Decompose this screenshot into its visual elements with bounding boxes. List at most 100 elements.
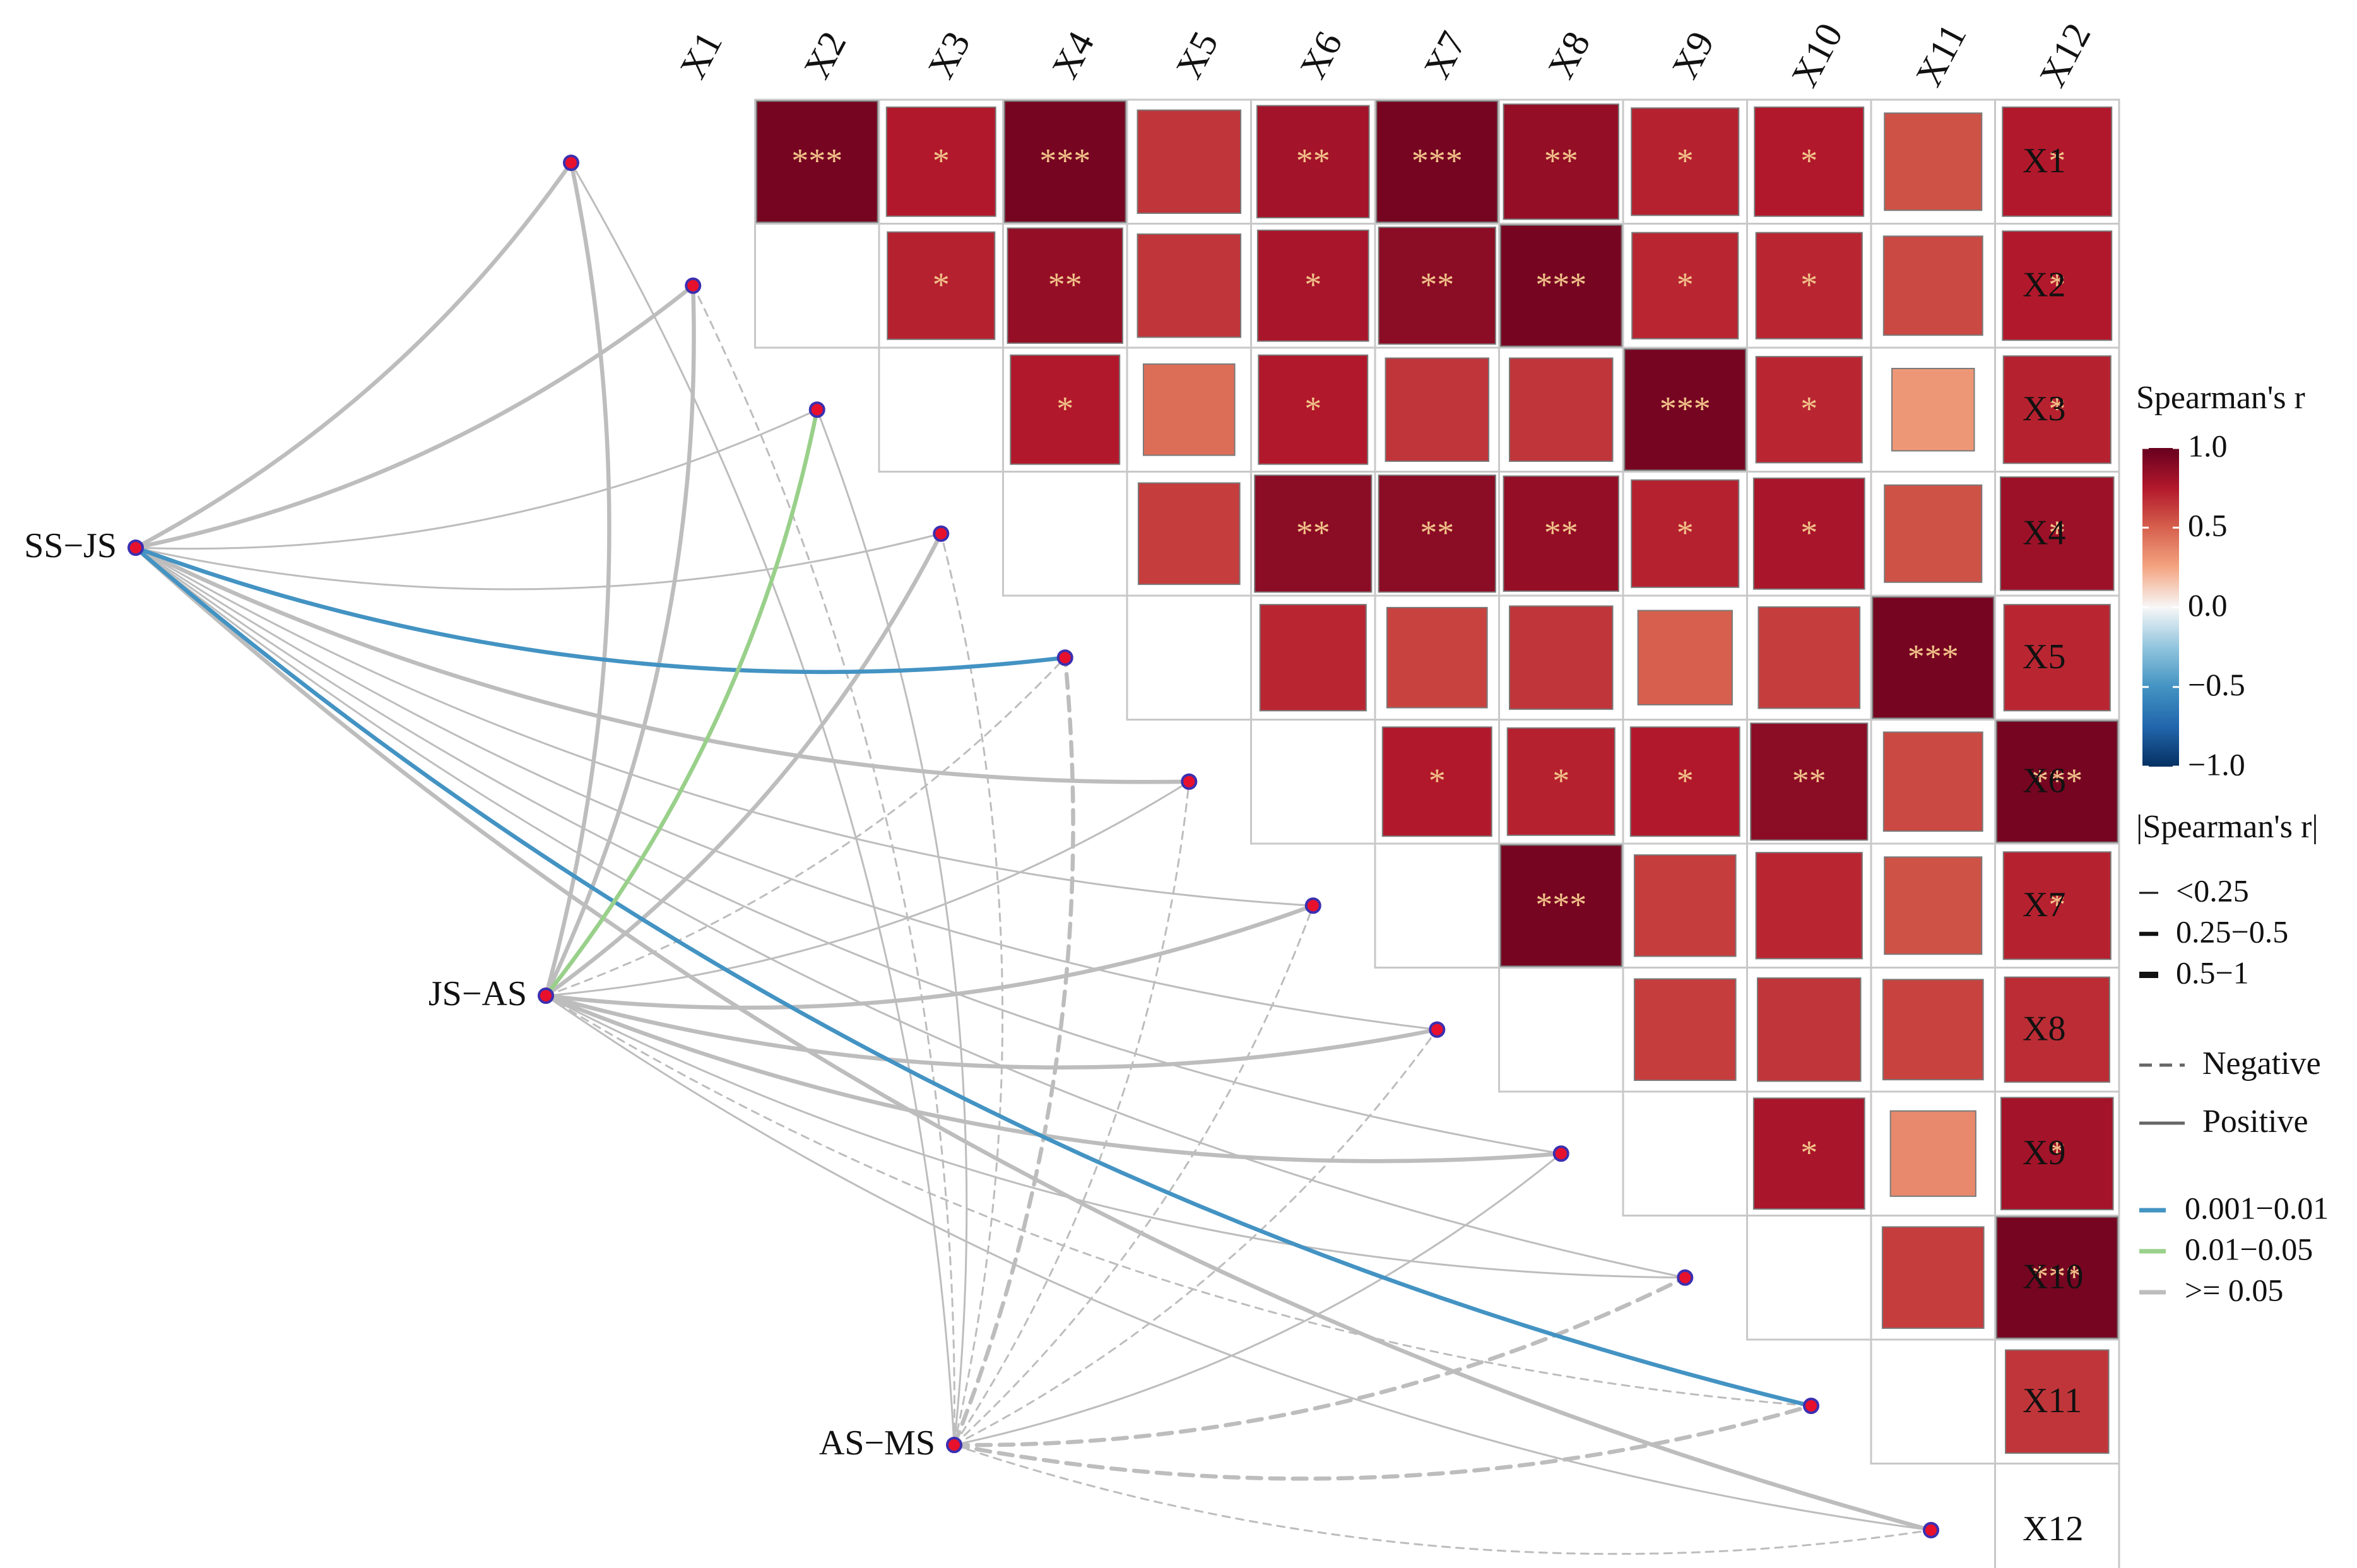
corr-cell-X8-X11 <box>1882 979 1984 1081</box>
sig-label-X1-X2: *** <box>791 142 842 180</box>
corr-cell-X3-X5 <box>1142 363 1236 456</box>
grid-cell-X3-X3 <box>878 346 1004 473</box>
link-ss-js-X4 <box>134 533 942 591</box>
sig-label-X9-X10: * <box>1800 1134 1817 1172</box>
top-label-X7: X7 <box>1415 25 1474 85</box>
corr-cell-X4-X6 <box>1254 475 1373 593</box>
link-as-ms-X7 <box>953 904 1314 1446</box>
link-nodes <box>127 155 1939 1538</box>
grid-cell-X8-X8 <box>1498 967 1624 1093</box>
corr-cell-X7-X11 <box>1884 856 1983 955</box>
link-js-as-X11 <box>545 994 1812 1407</box>
corr-cell-X9-X10 <box>1752 1097 1865 1210</box>
link-as-ms-X9 <box>953 1152 1562 1446</box>
corr-cell-X9-X11 <box>1889 1110 1976 1197</box>
corr-cell-X3-X6 <box>1258 354 1369 465</box>
corr-cell-X1-X10 <box>1754 106 1865 217</box>
sig-label-X6-X12: *** <box>2031 762 2082 799</box>
corr-cell-X2-X12 <box>2002 230 2113 341</box>
legend-width-label-2: 0.5−1 <box>2176 955 2249 990</box>
link-ss-js-X8 <box>134 546 1438 1031</box>
corr-cell-X8-X9 <box>1633 978 1737 1082</box>
group-label-as-ms: AS−MS <box>819 1424 935 1463</box>
legend-width-label-0: <0.25 <box>2176 873 2249 908</box>
corr-cell-X7-X8 <box>1499 844 1622 967</box>
corr-cell-X4-X11 <box>1884 484 1983 583</box>
sig-label-X6-X7: * <box>1429 762 1446 799</box>
sig-label-X5-X11: *** <box>1908 638 1959 676</box>
top-label-X12: X12 <box>2031 16 2099 93</box>
right-label-X6: X6 <box>2023 762 2065 801</box>
corr-cell-X2-X9 <box>1631 232 1739 339</box>
colorbar-label-1: 0.5 <box>2188 508 2228 543</box>
link-js-as-X10 <box>545 994 1686 1279</box>
right-label-X1: X1 <box>2023 141 2065 180</box>
corr-cell-X3-X11 <box>1891 368 1975 452</box>
corr-cell-X3-X4 <box>1010 354 1121 465</box>
node-X4 <box>933 525 950 542</box>
mantel-links <box>133 160 1934 1555</box>
colorbar-label-4: −1.0 <box>2188 746 2245 782</box>
corr-cell-X2-X3 <box>887 231 996 340</box>
link-as-ms-X2 <box>692 285 955 1446</box>
link-js-as-X8 <box>543 993 1439 1070</box>
link-js-as-X3 <box>543 408 819 998</box>
right-label-X4: X4 <box>2023 514 2065 553</box>
link-as-ms-X4 <box>940 533 1004 1446</box>
corr-cell-X4-X12 <box>1999 476 2115 591</box>
corr-cell-X2-X11 <box>1882 235 1983 336</box>
legend: Spearman's r 1.0 0.5 0.0 −0.5 −1.0 |Spearman's… <box>2136 380 2329 1308</box>
sig-label-X6-X8: * <box>1552 762 1569 799</box>
node-X11 <box>1803 1398 1819 1414</box>
corr-cell-X6-X10 <box>1750 722 1869 841</box>
sig-label-X2-X10: * <box>1800 266 1817 304</box>
grid-cell-X2-X2 <box>754 223 880 349</box>
sig-label-X4-X7: ** <box>1420 514 1454 551</box>
corr-cell-X5-X6 <box>1259 604 1367 712</box>
corr-cell-X7-X12 <box>2002 851 2112 960</box>
sig-label-X1-X8: ** <box>1544 142 1578 180</box>
grid-cell-X11-X11 <box>1870 1338 1996 1465</box>
link-js-as-X5 <box>545 656 1066 997</box>
sig-label-X2-X12: * <box>2048 266 2065 304</box>
grid-cell-X10-X10 <box>1746 1215 1872 1341</box>
sig-label-X4-X12: * <box>2048 514 2065 551</box>
corr-cell-X4-X5 <box>1137 482 1241 586</box>
sig-label-X6-X9: * <box>1677 762 1694 799</box>
corr-cell-X3-X7 <box>1385 357 1489 462</box>
right-label-X8: X8 <box>2023 1010 2065 1049</box>
corr-cell-X9-X12 <box>2000 1097 2114 1211</box>
corr-cell-X1-X3 <box>885 106 996 217</box>
corr-cell-X7-X9 <box>1633 854 1737 957</box>
sig-label-X2-X6: * <box>1304 266 1321 304</box>
corr-cell-X6-X8 <box>1506 727 1616 836</box>
node-X10 <box>1677 1269 1694 1286</box>
link-as-ms-X11 <box>952 1403 1814 1481</box>
sig-label-X9-X12: * <box>2048 1134 2065 1172</box>
sig-label-X4-X10: * <box>1800 514 1817 551</box>
grid-cell-X6-X6 <box>1250 719 1376 845</box>
link-js-as-X12 <box>545 994 1932 1531</box>
link-js-as-X4 <box>543 531 943 998</box>
corr-cell-X1-X4 <box>1003 100 1126 223</box>
sig-label-X3-X10: * <box>1800 390 1817 428</box>
sig-label-X3-X9: *** <box>1660 390 1711 428</box>
node-group-as-ms <box>946 1437 962 1453</box>
sig-label-X7-X8: *** <box>1535 886 1586 924</box>
node-X12 <box>1923 1522 1939 1538</box>
sig-label-X3-X4: * <box>1056 390 1073 428</box>
legend-pvalue-label-1: 0.01−0.05 <box>2185 1231 2313 1266</box>
right-label-X10: X10 <box>2023 1258 2083 1297</box>
sig-label-X1-X4: *** <box>1039 142 1090 180</box>
node-X8 <box>1429 1021 1446 1038</box>
link-as-ms-X1 <box>570 162 955 1446</box>
top-label-X2: X2 <box>796 25 854 85</box>
sig-label-X1-X9: * <box>1677 142 1694 180</box>
corr-cell-X1-X11 <box>1884 112 1983 211</box>
link-ss-js-X6 <box>133 545 1191 784</box>
grid-cell-X5-X5 <box>1126 594 1252 721</box>
link-ss-js-X9 <box>134 546 1562 1155</box>
corr-cell-X1-X6 <box>1256 105 1370 219</box>
